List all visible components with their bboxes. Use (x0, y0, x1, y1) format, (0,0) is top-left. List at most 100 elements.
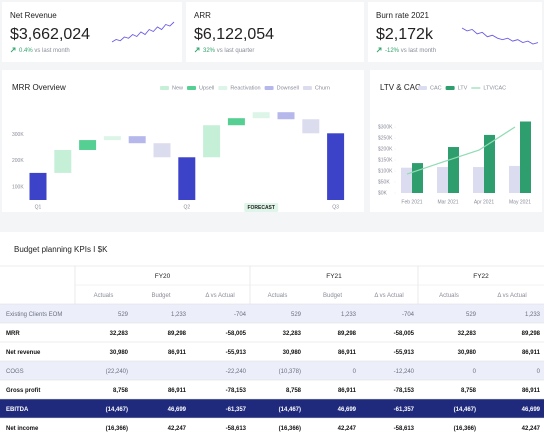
group-header: FY21 (326, 273, 342, 280)
bar (302, 119, 320, 134)
column-header: Budget (323, 293, 342, 299)
table-cell: 1,233 (525, 312, 541, 318)
table-cell: -58,005 (394, 331, 415, 337)
table-cell: 46,699 (168, 407, 187, 413)
table-cell: 32,283 (283, 331, 302, 337)
bar (54, 149, 72, 173)
table-cell: 1,233 (171, 312, 187, 318)
y-tick-label: $200K (378, 146, 393, 152)
legend-label: Reactivation (230, 85, 260, 91)
table-cell: 46,699 (338, 407, 357, 413)
table-cell: -58,005 (226, 331, 247, 337)
annotation: FORECAST (247, 205, 275, 211)
table-cell: 86,911 (522, 350, 541, 356)
table-cell: 1,233 (341, 312, 357, 318)
table-cell: 30,980 (458, 350, 477, 356)
column-header: Δ vs Actual (374, 293, 403, 299)
kpi-value: $2,172k (376, 26, 434, 43)
table-cell: 86,911 (338, 350, 357, 356)
legend-label: Churn (315, 85, 330, 91)
table-cell: 30,980 (283, 350, 302, 356)
group-header: FY22 (473, 273, 489, 280)
table-cell: 89,298 (338, 331, 357, 337)
table-cell: -704 (234, 312, 247, 318)
bar (448, 147, 459, 193)
y-tick-label: $0K (378, 190, 388, 196)
group-header: FY20 (155, 273, 171, 280)
kpi-change: 0.4% vs last month (19, 48, 70, 54)
change: -12% (385, 48, 400, 54)
legend-label: Upsell (199, 85, 214, 91)
bar (153, 143, 171, 158)
kpi-card (186, 2, 364, 62)
table-row (0, 361, 544, 380)
bar (29, 172, 47, 200)
table-cell: -22,240 (226, 369, 247, 375)
row-label: Gross profit (6, 388, 40, 394)
sparkline (461, 27, 539, 45)
chart-title: LTV & CAC (380, 83, 421, 92)
bar (520, 121, 531, 193)
row-label: COGS (6, 369, 24, 375)
table-cell: (14,467) (279, 407, 301, 413)
y-tick-label: 300K (12, 132, 24, 138)
bar (473, 167, 484, 193)
table-cell: (14,467) (106, 407, 128, 413)
legend-swatch (445, 86, 455, 90)
kpi-card (368, 2, 542, 62)
x-tick-label: Apr 2021 (474, 199, 495, 205)
table-cell: (16,366) (454, 426, 476, 432)
x-tick-label: Q3 (332, 204, 339, 210)
table-row (0, 418, 544, 436)
legend-label: New (172, 85, 183, 91)
bar (509, 165, 520, 193)
table-cell: -61,357 (226, 407, 247, 413)
table-cell: 8,758 (461, 388, 477, 394)
table-cell: 42,247 (338, 426, 357, 432)
legend-swatch (418, 86, 427, 90)
column-header: Δ vs Actual (497, 293, 526, 299)
table-row (0, 342, 544, 361)
column-header: Budget (151, 293, 170, 299)
y-tick-label: $150K (378, 157, 393, 163)
row-label: Net revenue (6, 350, 41, 356)
table-cell: -61,357 (394, 407, 415, 413)
legend-label: LTV/CAC (483, 85, 506, 91)
table-cell: 8,758 (286, 388, 302, 394)
table-cell: 86,911 (338, 388, 357, 394)
legend-swatch (264, 86, 274, 90)
bar (327, 133, 345, 200)
kpi-label: Net Revenue (10, 11, 57, 20)
bar (103, 136, 121, 141)
kpi-label: Burn rate 2021 (376, 11, 429, 20)
annotation-badge (244, 203, 279, 212)
kpi-value: $3,662,024 (10, 26, 90, 43)
y-tick-label: 100K (12, 184, 24, 190)
table-cell: (14,467) (454, 407, 476, 413)
bar (252, 112, 270, 119)
kpi-card (2, 2, 182, 62)
table-cell: (10,378) (279, 369, 301, 375)
table-cell: 89,298 (168, 331, 187, 337)
bar (128, 136, 146, 144)
kpi-label: ARR (194, 11, 211, 20)
kpi-change: -12% vs last month (385, 48, 436, 54)
table-cell: 0 (353, 369, 357, 375)
table-cell: -704 (402, 312, 415, 318)
legend-swatch (160, 86, 169, 90)
table-title: Budget planning KPIs I $K (14, 245, 108, 254)
legend-label: Downsell (277, 85, 299, 91)
table-cell: -58,613 (226, 426, 247, 432)
x-tick-label: Mar 2021 (437, 199, 458, 205)
table-row (0, 323, 544, 342)
table-cell: 0 (473, 369, 477, 375)
table-row (0, 304, 544, 323)
table-cell: 86,911 (168, 388, 187, 394)
table-cell: -12,240 (394, 369, 415, 375)
kpi-value: $6,122,054 (194, 26, 274, 43)
table-cell: -58,613 (394, 426, 415, 432)
x-tick-label: May 2021 (509, 199, 531, 205)
bar (178, 157, 196, 200)
